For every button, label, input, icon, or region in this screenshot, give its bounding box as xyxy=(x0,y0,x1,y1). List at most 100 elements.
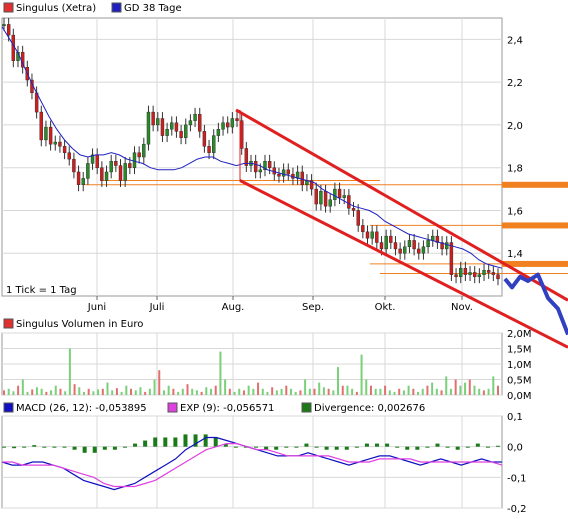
price-candle xyxy=(351,208,356,211)
volume-bar xyxy=(200,391,203,395)
volume-bar xyxy=(12,391,15,395)
divergence-bar xyxy=(82,446,87,453)
volume-bar xyxy=(45,391,48,395)
price-candle xyxy=(174,122,179,132)
volume-bar xyxy=(341,385,344,395)
price-candle xyxy=(76,171,81,186)
price-candle xyxy=(370,231,374,239)
price-candle xyxy=(356,210,360,226)
legend-volume-label: Singulus Volumen in Euro xyxy=(16,319,143,330)
volume-bar xyxy=(17,385,20,395)
price-y-tick-label: 1,8 xyxy=(507,164,523,175)
price-candle xyxy=(463,268,468,275)
price-candle xyxy=(118,165,123,181)
divergence-bar xyxy=(92,446,97,453)
legend-swatch-macd xyxy=(3,402,14,413)
price-candle xyxy=(398,248,402,254)
price-candle xyxy=(267,161,272,168)
price-candle xyxy=(86,163,90,179)
price-candle xyxy=(361,225,365,233)
price-candle xyxy=(109,161,113,173)
divergence-bar xyxy=(12,446,17,449)
volume-bar xyxy=(280,388,283,395)
price-candle xyxy=(216,128,221,136)
volume-bar xyxy=(233,391,236,395)
price-bars xyxy=(2,18,500,286)
price-candle xyxy=(379,242,384,250)
divergence-bar xyxy=(62,446,67,448)
divergence-bar xyxy=(163,437,168,447)
volume-bar xyxy=(412,388,415,395)
volume-y-tick-label: 0,0M xyxy=(507,391,532,402)
volume-bar xyxy=(205,387,208,395)
price-x-ticks: Juni Juli Aug. Sep. Okt. Nov. xyxy=(87,296,473,313)
divergence-bar xyxy=(496,445,500,447)
volume-bar xyxy=(459,385,462,395)
x-tick-label: Okt. xyxy=(375,302,396,313)
price-candle xyxy=(156,118,160,126)
volume-bar xyxy=(210,388,213,395)
volume-bar xyxy=(257,382,260,395)
divergence-bar xyxy=(435,443,440,447)
level-marker xyxy=(502,181,568,188)
macd-y-tick-label: -0,2 xyxy=(507,504,527,515)
price-candle xyxy=(407,240,412,248)
volume-bar xyxy=(101,388,104,395)
volume-bar xyxy=(421,388,424,395)
volume-bar xyxy=(219,351,222,395)
volume-bar xyxy=(407,385,410,395)
price-candle xyxy=(482,270,486,275)
divergence-bar xyxy=(354,446,359,448)
volume-bar xyxy=(299,390,302,395)
price-candle xyxy=(365,231,370,239)
divergence-bar xyxy=(223,443,228,447)
volume-bar xyxy=(167,385,170,395)
volume-bar xyxy=(355,391,358,395)
price-candle xyxy=(449,242,454,275)
volume-bar xyxy=(426,385,429,395)
divergence-bar xyxy=(375,443,380,447)
price-candle xyxy=(403,246,407,254)
divergence-bar xyxy=(364,443,369,447)
price-candle xyxy=(225,122,230,128)
volume-bar xyxy=(393,391,396,395)
volume-bar xyxy=(365,379,368,395)
volume-bar xyxy=(31,389,34,395)
x-tick-label: Juni xyxy=(87,302,106,313)
divergence-bar xyxy=(475,443,480,447)
volume-bars xyxy=(3,348,499,395)
price-candle xyxy=(44,126,48,141)
divergence-bar xyxy=(112,446,117,450)
level-marker xyxy=(502,222,568,229)
price-candle xyxy=(384,235,388,250)
divergence-bar xyxy=(324,446,329,450)
divergence-bar xyxy=(193,434,198,447)
volume-bar xyxy=(398,388,401,395)
channel-upper-line xyxy=(235,108,568,302)
price-grid xyxy=(2,18,502,296)
price-candle xyxy=(277,173,281,177)
volume-bar xyxy=(313,388,316,395)
price-candle xyxy=(412,240,416,250)
volume-bar xyxy=(82,391,85,395)
volume-bar xyxy=(247,385,250,395)
volume-bar xyxy=(304,379,307,395)
price-candle xyxy=(244,148,249,166)
price-candle xyxy=(328,199,332,207)
macd-panel: MACD (26, 12): -0,053895 EXP (9): -0,056… xyxy=(1,402,527,515)
volume-bar xyxy=(275,390,278,395)
price-candle xyxy=(230,118,235,128)
volume-bar xyxy=(332,390,335,395)
volume-bar xyxy=(120,391,123,395)
price-candle xyxy=(123,163,127,181)
price-candle xyxy=(6,24,11,36)
price-candle xyxy=(319,191,323,205)
volume-bar xyxy=(482,390,485,395)
price-candle xyxy=(491,272,496,275)
price-y-tick-label: 2,4 xyxy=(507,35,523,46)
divergence-bar xyxy=(344,446,349,450)
volume-bar xyxy=(54,385,57,395)
price-candle xyxy=(435,235,440,243)
price-candle xyxy=(253,161,258,173)
